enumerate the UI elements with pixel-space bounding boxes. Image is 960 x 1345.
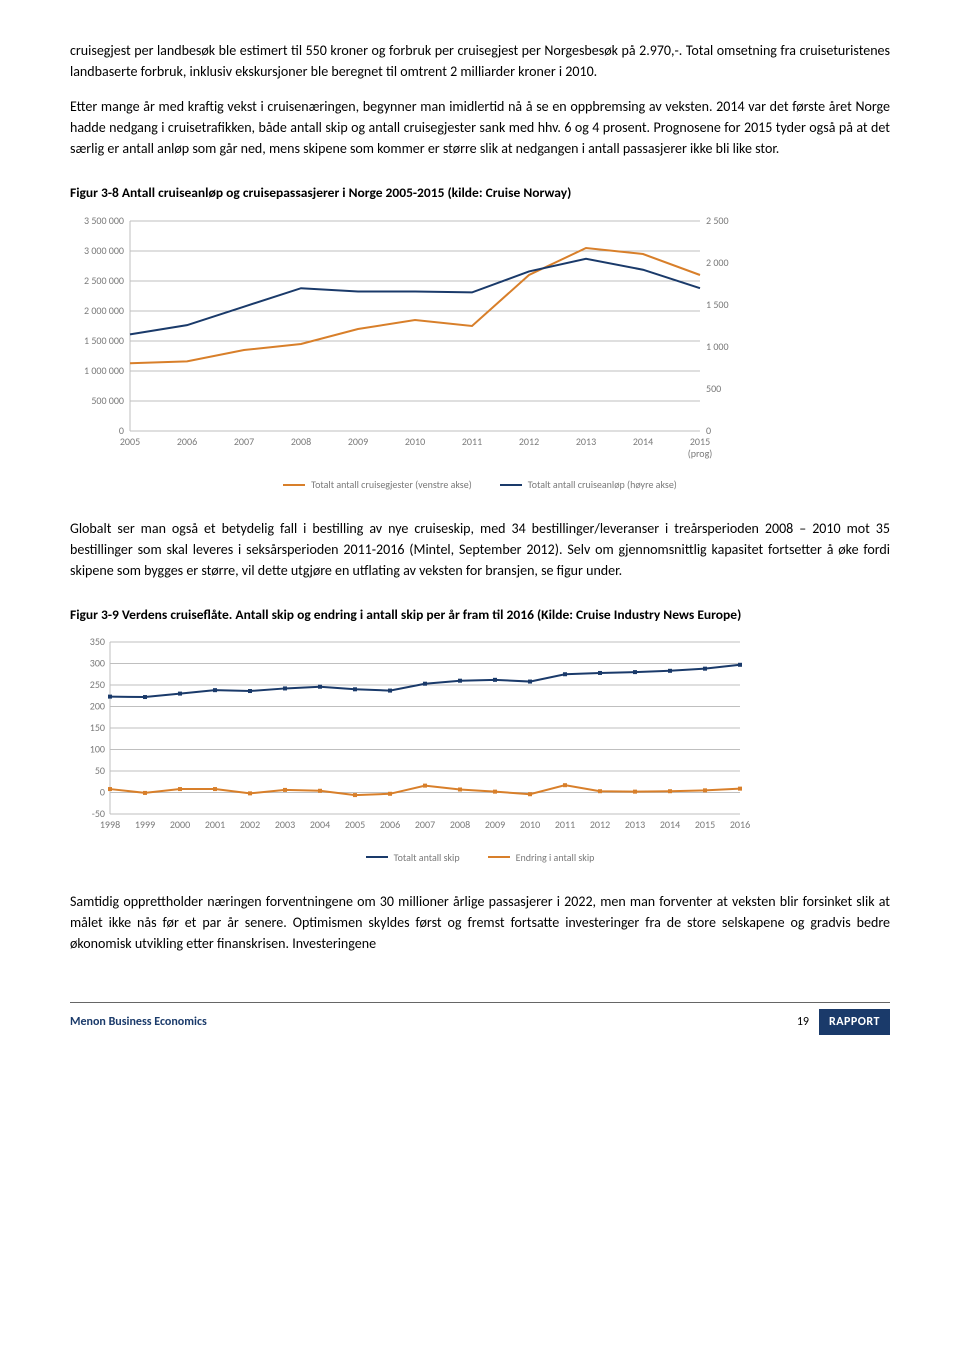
report-badge: RAPPORT xyxy=(819,1009,890,1035)
svg-text:2 000 000: 2 000 000 xyxy=(84,304,124,317)
svg-text:2014: 2014 xyxy=(660,818,680,831)
svg-text:2011: 2011 xyxy=(462,435,482,448)
svg-text:2005: 2005 xyxy=(120,435,140,448)
svg-text:50: 50 xyxy=(95,764,105,777)
svg-text:2016: 2016 xyxy=(730,818,750,831)
svg-text:350: 350 xyxy=(90,635,105,648)
svg-text:250: 250 xyxy=(90,678,105,691)
page-number: 19 xyxy=(797,1013,809,1031)
svg-text:300: 300 xyxy=(90,656,105,669)
svg-text:2004: 2004 xyxy=(310,818,330,831)
svg-text:2005: 2005 xyxy=(345,818,365,831)
figure-3-8-chart: 0500 0001 000 0001 500 0002 000 0002 500… xyxy=(70,211,890,492)
svg-text:2008: 2008 xyxy=(291,435,311,448)
svg-text:2002: 2002 xyxy=(240,818,260,831)
paragraph-outlook: Samtidig opprettholder næringen forventn… xyxy=(70,891,890,954)
paragraph-intro-2: Etter mange år med kraftig vekst i cruis… xyxy=(70,96,890,159)
svg-text:2003: 2003 xyxy=(275,818,295,831)
svg-text:2013: 2013 xyxy=(576,435,596,448)
page-footer: Menon Business Economics 19 RAPPORT xyxy=(70,1002,890,1049)
figure-3-9-chart: -500501001502002503003501998199920002001… xyxy=(70,634,890,865)
svg-text:500: 500 xyxy=(706,382,721,395)
paragraph-global: Globalt ser man også et betydelig fall i… xyxy=(70,518,890,581)
svg-text:2012: 2012 xyxy=(590,818,610,831)
svg-text:2 500: 2 500 xyxy=(706,214,729,227)
svg-text:2006: 2006 xyxy=(380,818,400,831)
legend-item: Totalt antall skip xyxy=(366,850,460,865)
svg-text:1 500 000: 1 500 000 xyxy=(84,334,124,347)
svg-text:2012: 2012 xyxy=(519,435,539,448)
svg-text:2010: 2010 xyxy=(405,435,425,448)
paragraph-intro-1: cruisegjest per landbesøk ble estimert t… xyxy=(70,40,890,82)
svg-text:0: 0 xyxy=(100,785,105,798)
svg-text:1998: 1998 xyxy=(100,818,120,831)
svg-text:2009: 2009 xyxy=(348,435,368,448)
svg-text:2014: 2014 xyxy=(633,435,653,448)
legend-item: Totalt antall cruisegjester (venstre aks… xyxy=(283,477,472,492)
legend-item: Totalt antall cruiseanløp (høyre akse) xyxy=(500,477,677,492)
svg-text:2007: 2007 xyxy=(415,818,435,831)
svg-text:3 500 000: 3 500 000 xyxy=(84,214,124,227)
svg-text:3 000 000: 3 000 000 xyxy=(84,244,124,257)
svg-text:2009: 2009 xyxy=(485,818,505,831)
svg-text:150: 150 xyxy=(90,721,105,734)
figure-3-9-title: Figur 3-9 Verdens cruiseflåte. Antall sk… xyxy=(70,605,890,625)
svg-text:(prog): (prog) xyxy=(688,447,713,460)
svg-text:1 500: 1 500 xyxy=(706,298,729,311)
svg-text:2007: 2007 xyxy=(234,435,254,448)
svg-text:100: 100 xyxy=(90,742,105,755)
figure-3-8-title: Figur 3-8 Antall cruiseanløp og cruisepa… xyxy=(70,183,890,203)
svg-text:2001: 2001 xyxy=(205,818,225,831)
svg-text:1 000: 1 000 xyxy=(706,340,729,353)
svg-text:2011: 2011 xyxy=(555,818,575,831)
footer-company: Menon Business Economics xyxy=(70,1013,207,1031)
svg-text:200: 200 xyxy=(90,699,105,712)
svg-text:2015: 2015 xyxy=(695,818,715,831)
svg-text:2006: 2006 xyxy=(177,435,197,448)
svg-text:500 000: 500 000 xyxy=(91,394,124,407)
svg-text:1 000 000: 1 000 000 xyxy=(84,364,124,377)
svg-text:2 500 000: 2 500 000 xyxy=(84,274,124,287)
svg-text:1999: 1999 xyxy=(135,818,155,831)
svg-text:2000: 2000 xyxy=(170,818,190,831)
svg-text:2013: 2013 xyxy=(625,818,645,831)
svg-text:2010: 2010 xyxy=(520,818,540,831)
svg-text:2 000: 2 000 xyxy=(706,256,729,269)
svg-text:2008: 2008 xyxy=(450,818,470,831)
legend-item: Endring i antall skip xyxy=(488,850,595,865)
